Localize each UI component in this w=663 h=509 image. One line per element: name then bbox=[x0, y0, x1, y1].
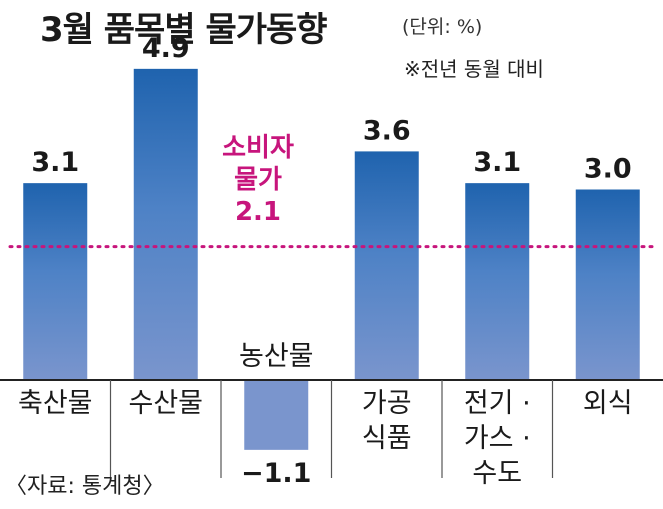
category-label-2: 농산물 bbox=[239, 341, 314, 372]
category-label-4-2: 수도 bbox=[472, 458, 522, 489]
unit-label: (단위: %) bbox=[402, 16, 483, 38]
source-note: 〈자료: 통계청〉 bbox=[5, 474, 165, 499]
category-label-5: 외식 bbox=[583, 388, 633, 419]
value-label-3: 3.6 bbox=[363, 115, 411, 146]
bar-0 bbox=[23, 183, 88, 380]
reference-label-value: 2.1 bbox=[234, 197, 282, 227]
value-label-2: −1.1 bbox=[241, 458, 311, 489]
bars-group bbox=[23, 68, 640, 450]
reference-line-label: 소비자 물가 2.1 bbox=[213, 132, 303, 228]
bar-3 bbox=[354, 151, 419, 380]
category-label-4-1: 가스 · bbox=[464, 423, 531, 454]
reference-label-line-1: 소비자 bbox=[222, 133, 294, 163]
bar-2 bbox=[244, 380, 309, 450]
category-label-3-1: 식품 bbox=[362, 423, 412, 454]
category-label-4-0: 전기 · bbox=[464, 388, 531, 419]
chart-title: 3월 품목별 물가동향 bbox=[40, 10, 328, 50]
bar-4 bbox=[465, 183, 530, 380]
comparison-note: ※전년 동월 대비 bbox=[404, 57, 544, 81]
value-label-5: 3.0 bbox=[584, 154, 632, 185]
value-labels-group: 3.1 4.9 −1.1 3.6 3.1 3.0 bbox=[31, 33, 631, 489]
reference-label-line-2: 물가 bbox=[234, 165, 282, 195]
value-label-0: 3.1 bbox=[31, 147, 79, 178]
value-label-1: 4.9 bbox=[142, 33, 190, 64]
category-label-0: 축산물 bbox=[18, 388, 93, 419]
bar-1 bbox=[133, 68, 198, 380]
category-label-1: 수산물 bbox=[128, 388, 203, 419]
value-label-4: 3.1 bbox=[473, 147, 521, 178]
category-label-3-0: 가공 bbox=[362, 388, 412, 419]
bar-5 bbox=[575, 189, 640, 380]
